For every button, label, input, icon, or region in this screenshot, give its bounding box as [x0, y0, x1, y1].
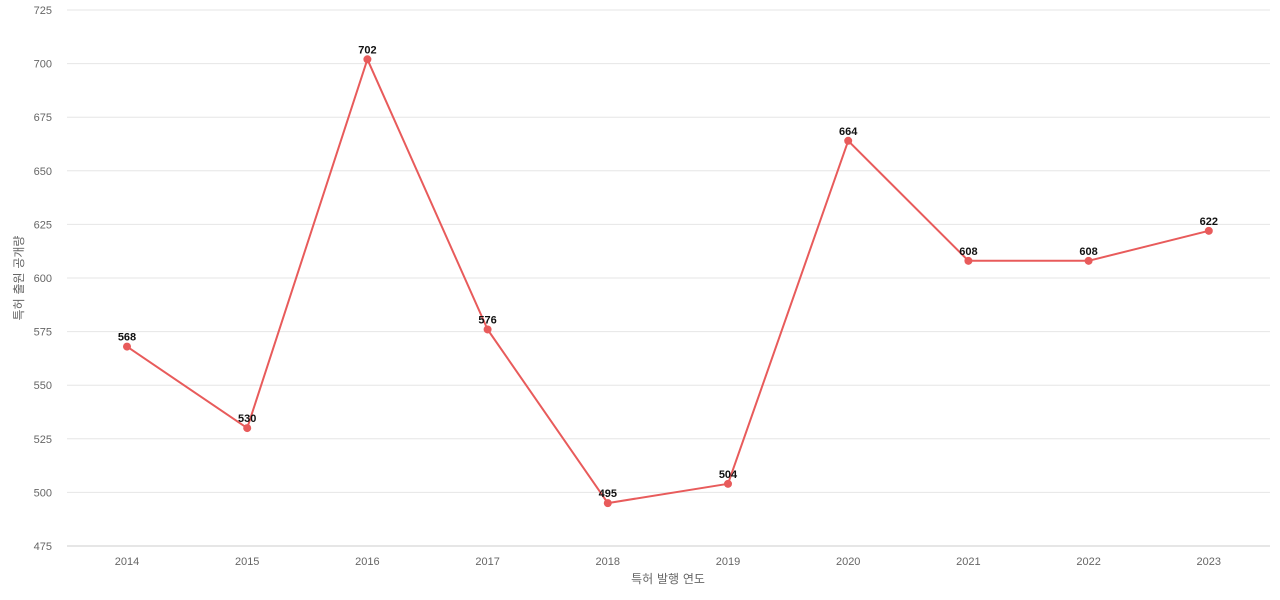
y-axis-title: 특허 출원 공개량: [12, 236, 26, 321]
data-labels: 568 530 702 576 495 504 664 608 608 622: [118, 44, 1218, 500]
y-tick-label: 525: [34, 434, 52, 446]
x-tick-label: 2016: [355, 556, 379, 568]
data-point: [724, 479, 732, 488]
y-tick-label: 575: [34, 327, 52, 339]
data-point: [844, 136, 853, 145]
data-label: 576: [478, 314, 496, 326]
data-label: 568: [118, 332, 136, 344]
y-tick-label: 500: [34, 487, 52, 499]
y-tick-label: 700: [34, 59, 52, 71]
data-label: 504: [719, 469, 738, 481]
data-label: 530: [238, 413, 256, 425]
x-tick-label: 2023: [1197, 556, 1221, 568]
data-point: [483, 325, 492, 334]
x-tick-label: 2021: [956, 556, 980, 568]
data-label: 664: [839, 126, 858, 138]
x-tick-label: 2015: [235, 556, 259, 568]
data-label: 495: [599, 488, 617, 500]
x-tick-label: 2020: [836, 556, 860, 568]
data-label: 608: [1079, 246, 1097, 258]
x-tick-label: 2017: [475, 556, 499, 568]
y-tick-label: 675: [34, 112, 52, 124]
y-tick-label: 550: [34, 380, 52, 392]
y-tick-label: 475: [34, 541, 52, 553]
x-tick-label: 2022: [1076, 556, 1100, 568]
data-label: 702: [358, 44, 376, 56]
data-point: [1204, 226, 1213, 235]
x-tick-label: 2018: [596, 556, 620, 568]
x-tick-label: 2019: [716, 556, 740, 568]
gridlines: [67, 9, 1270, 547]
data-label: 608: [959, 246, 977, 258]
data-point: [363, 55, 372, 64]
y-tick-label: 725: [34, 5, 52, 17]
x-tick-label: 2014: [115, 556, 139, 568]
y-tick-label: 650: [34, 166, 52, 178]
y-tick-label: 625: [34, 219, 52, 231]
y-axis-ticks: 475 500 525 550 575 600 625 650 675 700 725: [34, 5, 52, 553]
x-axis-ticks: 2014 2015 2016 2017 2018 2019 2020 2021 2022 2023: [115, 556, 1221, 568]
data-label: 622: [1200, 216, 1218, 228]
data-point: [123, 342, 131, 351]
y-tick-label: 600: [34, 273, 52, 285]
data-point: [1084, 256, 1093, 265]
data-point: [243, 424, 252, 433]
series-line: [126, 58, 1210, 505]
data-point: [964, 256, 973, 265]
x-axis-title: 특허 발행 연도: [631, 571, 705, 586]
data-points: [123, 55, 1213, 508]
data-point: [603, 499, 612, 508]
